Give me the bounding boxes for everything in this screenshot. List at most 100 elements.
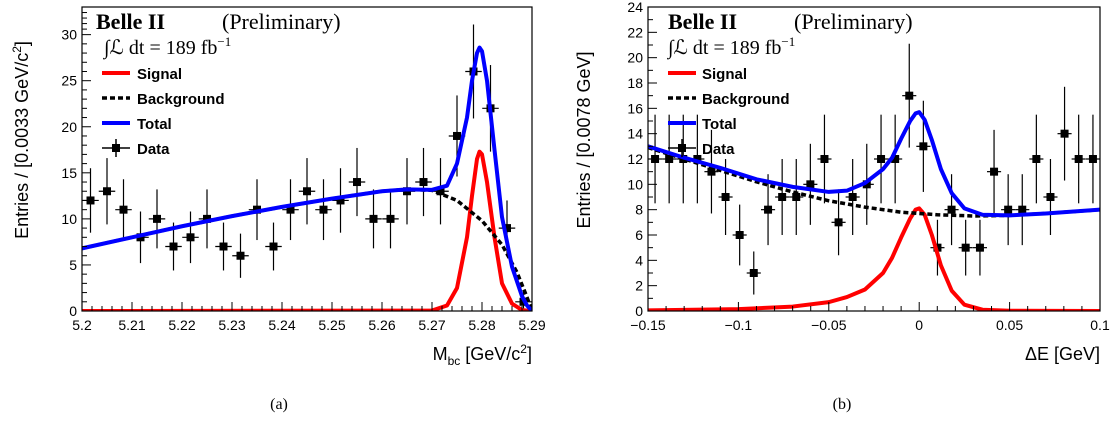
data-point-b bbox=[1057, 86, 1072, 181]
y-tick-label-a: 5 bbox=[69, 257, 77, 273]
data-point-a bbox=[182, 211, 199, 264]
data-point-b bbox=[704, 129, 719, 214]
data-point-a bbox=[98, 158, 116, 225]
data-point-a bbox=[148, 189, 166, 249]
legend-a: Signal Background Total Data bbox=[102, 66, 225, 158]
experiment-label-a: Belle II bbox=[96, 9, 165, 34]
signal-curve-a bbox=[82, 149, 532, 311]
y-tick-label-a: 15 bbox=[61, 165, 77, 181]
data-point-b bbox=[1071, 114, 1086, 204]
data-point-b bbox=[987, 129, 1002, 214]
data-point-b bbox=[817, 114, 832, 204]
x-tick-label-a: 5.21 bbox=[118, 317, 145, 333]
y-tick-label-b: 20 bbox=[627, 50, 643, 66]
data-point-a bbox=[315, 179, 332, 241]
data-point-a bbox=[265, 222, 282, 271]
x-axis-title-b: ΔE [GeV] bbox=[1025, 344, 1100, 364]
data-point-b bbox=[1029, 114, 1044, 204]
data-point-a bbox=[165, 222, 182, 271]
y-tick-label-a: 20 bbox=[61, 119, 77, 135]
legend-b: Signal Background Total Data bbox=[668, 66, 790, 158]
y-tick-label-b: 6 bbox=[635, 227, 643, 243]
data-point-b bbox=[845, 159, 860, 235]
legend-data-label-a: Data bbox=[137, 141, 170, 158]
data-point-b bbox=[761, 174, 776, 246]
caption-b: (b) bbox=[832, 396, 852, 413]
plot-frame-a bbox=[81, 6, 533, 312]
y-tick-label-a: 25 bbox=[61, 73, 77, 89]
data-point-b bbox=[958, 219, 973, 276]
y-tick-label-b: 10 bbox=[627, 176, 643, 192]
chart-panel-a: 5.2 5.21 5.22 5.23 5.24 5.25 5.26 5.27 5.28 5.29 0… bbox=[10, 6, 546, 368]
x-tick-label-a: 5.25 bbox=[318, 317, 345, 333]
x-tick-label-a: 5.22 bbox=[168, 317, 195, 333]
luminosity-label-b: ∫ℒ dt = 189 fb−1 bbox=[666, 34, 795, 60]
x-tick-label-a: 5.2 bbox=[72, 317, 92, 333]
x-tick-label-b: 0 bbox=[915, 317, 923, 333]
legend-background-label-b: Background bbox=[702, 91, 790, 108]
luminosity-label-a: ∫ℒ dt = 189 fb−1 bbox=[102, 34, 231, 60]
data-point-b bbox=[732, 204, 747, 266]
status-label-a: (Preliminary) bbox=[222, 9, 341, 34]
data-point-b bbox=[1015, 174, 1030, 246]
x-tick-label-b: −0.15 bbox=[630, 317, 666, 333]
x-tick-label-a: 5.24 bbox=[268, 317, 295, 333]
data-point-a bbox=[432, 158, 449, 225]
data-point-b bbox=[874, 114, 889, 204]
data-point-b bbox=[972, 219, 987, 276]
data-point-b bbox=[746, 251, 761, 295]
experiment-label-b: Belle II bbox=[668, 9, 737, 34]
x-tick-label-a: 5.28 bbox=[468, 317, 495, 333]
y-tick-label-a: 0 bbox=[69, 303, 77, 319]
data-point-a bbox=[332, 168, 349, 233]
status-label-b: (Preliminary) bbox=[794, 9, 913, 34]
data-point-a bbox=[415, 147, 432, 217]
data-point-b bbox=[944, 174, 959, 246]
y-tick-label-a: 10 bbox=[61, 211, 77, 227]
legend-signal-label-b: Signal bbox=[702, 66, 747, 83]
x-tick-label-b: −0.1 bbox=[725, 317, 753, 333]
data-point-a bbox=[382, 189, 399, 249]
signal-curve-b bbox=[648, 206, 1100, 311]
legend-total-label-a: Total bbox=[137, 116, 172, 133]
total-curve-a bbox=[82, 45, 532, 311]
data-point-b bbox=[662, 114, 677, 204]
data-point-a bbox=[282, 179, 299, 241]
x-tick-label-b: 0.05 bbox=[996, 317, 1023, 333]
data-point-a bbox=[115, 179, 132, 241]
legend-data-label-b: Data bbox=[702, 141, 735, 158]
y-tick-label-b: 2 bbox=[635, 278, 643, 294]
data-point-a bbox=[232, 233, 249, 278]
legend-signal-label-a: Signal bbox=[137, 66, 182, 83]
x-tick-label-a: 5.27 bbox=[418, 317, 445, 333]
data-point-b bbox=[1085, 114, 1100, 204]
data-point-a bbox=[365, 189, 382, 249]
y-tick-label-b: 24 bbox=[627, 0, 643, 15]
data-point-b bbox=[1043, 159, 1058, 235]
y-tick-label-b: 18 bbox=[627, 75, 643, 91]
y-tick-label-b: 8 bbox=[635, 202, 643, 218]
data-point-a bbox=[215, 222, 232, 271]
data-point-b bbox=[803, 143, 818, 225]
data-point-b bbox=[902, 43, 917, 148]
y-tick-label-b: 4 bbox=[635, 252, 643, 268]
legend-data-marker-b bbox=[668, 139, 696, 157]
x-tick-label-a: 5.29 bbox=[518, 317, 545, 333]
y-tick-label-a: 30 bbox=[61, 27, 77, 43]
x-tick-label-a: 5.26 bbox=[368, 317, 395, 333]
data-point-b bbox=[831, 189, 846, 256]
x-axis-title-a: Mbc [GeV/c2] bbox=[433, 342, 532, 368]
y-tick-label-b: 14 bbox=[627, 126, 643, 142]
caption-a: (a) bbox=[270, 396, 288, 413]
data-point-a bbox=[298, 158, 316, 225]
x-tick-label-b: 0.1 bbox=[1090, 317, 1110, 333]
legend-data-marker-a bbox=[102, 139, 130, 157]
y-axis-title-b: Entries / [0.0078 GeV] bbox=[574, 51, 594, 228]
y-tick-label-b: 12 bbox=[627, 151, 643, 167]
x-tick-label-a: 5.23 bbox=[218, 317, 245, 333]
y-tick-label-b: 16 bbox=[627, 100, 643, 116]
y-tick-label-b: 22 bbox=[627, 24, 643, 40]
chart-panel-b: −0.15 −0.1 −0.05 0 0.05 0.1024681012141618202… bbox=[574, 0, 1110, 364]
legend-total-label-b: Total bbox=[702, 116, 737, 133]
